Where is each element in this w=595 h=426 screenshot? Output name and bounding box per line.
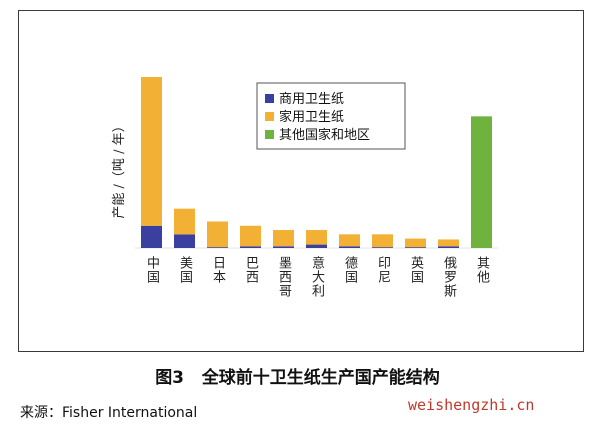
- bar-2-6: [306, 230, 327, 245]
- x-tick-label: 中国: [144, 256, 159, 284]
- bar-1-1: [141, 225, 162, 248]
- figure-label: 图3: [155, 368, 185, 388]
- legend-label: 其他国家和地区: [279, 127, 370, 143]
- x-tick-label: 日本: [210, 256, 226, 284]
- bar-1-5: [273, 246, 294, 248]
- bar-chart: 中国 美国 日本 巴西 墨西哥 意大利 德国 印尼 英国 俄罗斯 其他 产能 /（吨 / 年） 商用卫生…: [112, 77, 498, 298]
- legend-label: 商用卫生纸: [279, 92, 344, 107]
- x-tick-label: 印尼: [375, 256, 391, 284]
- bar-2-5: [273, 230, 294, 247]
- legend-box: [256, 82, 406, 150]
- bar-2-8: [372, 234, 393, 248]
- bar-2-2: [174, 208, 195, 235]
- y-axis-label: 产能 /（吨 / 年）: [112, 119, 127, 218]
- bar-1-6: [306, 244, 327, 248]
- bar-2-10: [438, 239, 459, 247]
- figure-caption: 图3 全球前十卫生纸生产国产能结构: [0, 363, 595, 388]
- bar-1-3: [207, 247, 228, 248]
- legend-swatch-3: [265, 130, 274, 139]
- x-tick-label: 德国: [342, 256, 358, 284]
- x-tick-label: 美国: [177, 256, 193, 284]
- bar-3-11: [471, 116, 492, 248]
- figure-title: 全球前十卫生纸生产国产能结构: [201, 368, 440, 388]
- watermark: weishengzhi.cn: [408, 396, 535, 414]
- bar-2-7: [339, 234, 360, 247]
- bar-1-7: [339, 246, 360, 248]
- bar-1-8: [372, 247, 393, 248]
- bar-2-4: [240, 225, 261, 247]
- x-tick-label: 墨西哥: [276, 256, 292, 298]
- x-tick-label: 英国: [408, 256, 424, 284]
- legend-label: 家用卫生纸: [279, 109, 344, 125]
- x-tick-label: 意大利: [309, 255, 325, 298]
- chart-frame: 中国 美国 日本 巴西 墨西哥 意大利 德国 印尼 英国 俄罗斯 其他 产能 /（吨 / 年） 商用卫生…: [18, 10, 584, 352]
- source-note: 来源：Fisher International: [20, 405, 198, 421]
- bar-2-9: [405, 238, 426, 248]
- x-tick-label: 巴西: [243, 256, 259, 284]
- bar-2-3: [207, 221, 228, 248]
- x-tick-label: 其他: [474, 256, 490, 284]
- legend-swatch-2: [265, 112, 274, 121]
- bar-1-9: [405, 247, 426, 248]
- x-tick-label: 俄罗斯: [441, 256, 457, 298]
- bar-1-4: [240, 246, 261, 248]
- legend-swatch-1: [265, 94, 274, 103]
- bar-1-10: [438, 246, 459, 248]
- bar-2-1: [141, 77, 162, 226]
- bar-1-2: [174, 234, 195, 248]
